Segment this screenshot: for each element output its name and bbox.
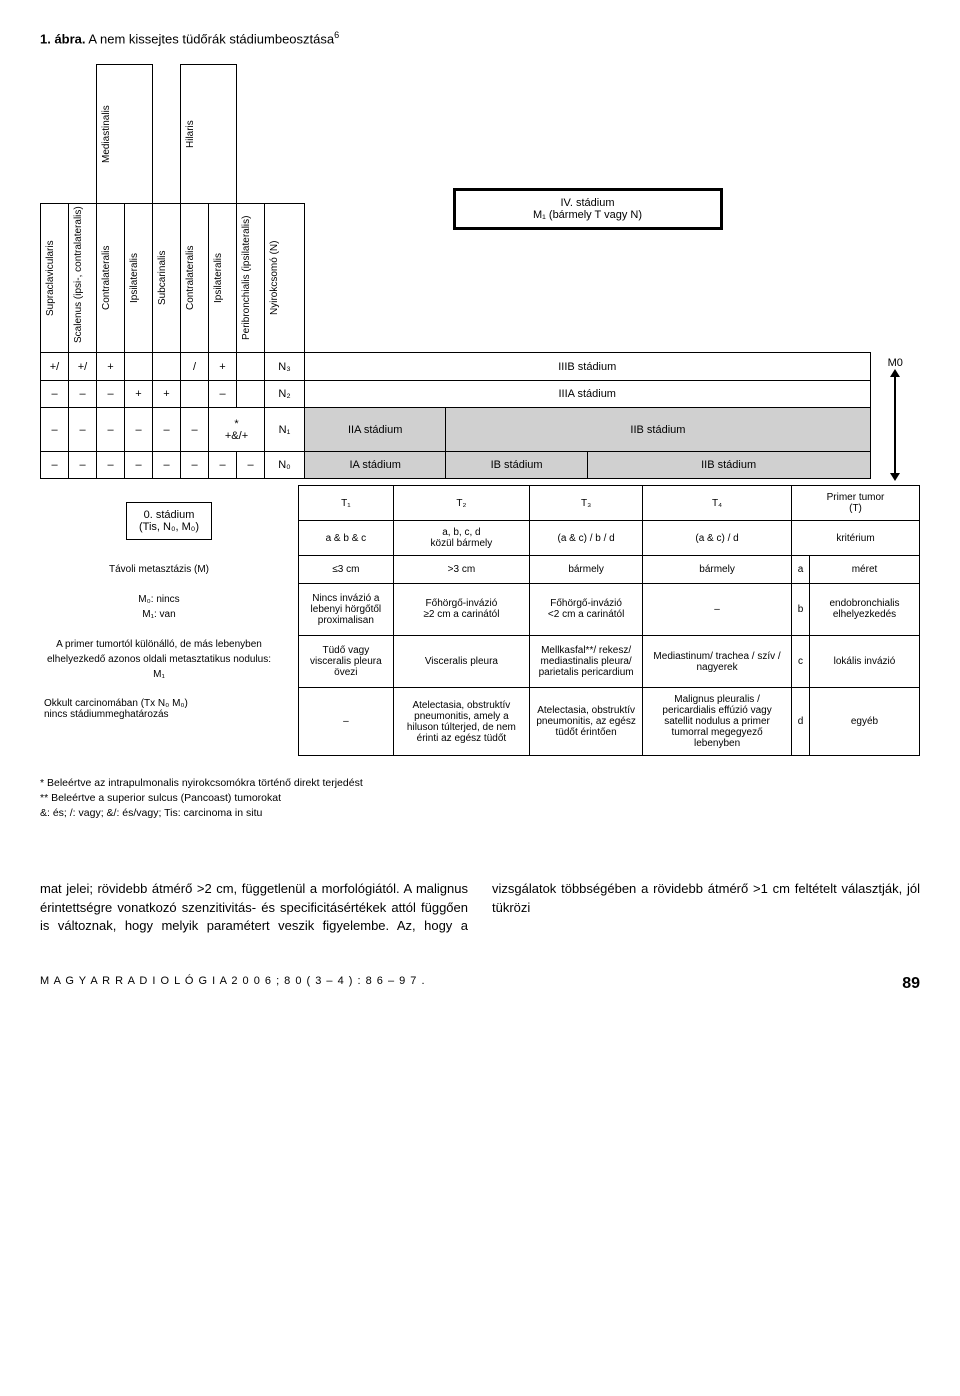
m0-label: M0 — [875, 357, 917, 369]
figure-label-bold: 1. ábra. — [40, 31, 86, 46]
hdr-6: Ipsilateralis — [213, 213, 237, 343]
n2-label: N₂ — [265, 380, 305, 408]
body-left: mat jelei; rövidebb átmérő >2 cm, függet… — [40, 881, 468, 914]
footnote-1: * Beleértve az intrapulmonalis nyirokcso… — [40, 776, 920, 791]
stage-iib-n1: IIB stádium — [446, 408, 870, 451]
stage-iiib: IIIB stádium — [305, 353, 871, 381]
group-header-row: Mediastinalis Hilaris IV. stádium M₁ (bá… — [41, 65, 921, 204]
group-mediastinalis: Mediastinalis — [101, 69, 125, 199]
hdr-4: Subcarinalis — [157, 213, 181, 343]
stage-ib: IB stádium — [446, 451, 587, 479]
n1-label: N₁ — [265, 408, 305, 451]
figure-label-rest: A nem kissejtes tüdőrák stádiumbeosztása — [86, 31, 335, 46]
figure-title: 1. ábra. A nem kissejtes tüdőrák stádium… — [40, 30, 920, 46]
primer-tumor-label: Primer tumor (T) — [792, 486, 920, 521]
hdr-3: Ipsilateralis — [129, 213, 153, 343]
stage-ia: IA stádium — [305, 451, 446, 479]
staging-diagram: Mediastinalis Hilaris IV. stádium M₁ (bá… — [40, 64, 920, 756]
stage-iv-line2: M₁ (bármely T vagy N) — [468, 209, 708, 221]
figure-ref: 6 — [334, 30, 339, 40]
t2-hdr: T₂ — [393, 486, 529, 521]
stage-iib-n0: IIB stádium — [587, 451, 870, 479]
footer-left: M A G Y A R R A D I O L Ó G I A 2 0 0 6 … — [40, 975, 426, 993]
m0-arrow — [894, 375, 896, 475]
hdr-2: Contralateralis — [101, 213, 125, 343]
stage-iia: IIA stádium — [305, 408, 446, 451]
hdr-1: Scalenus (ipsi-, contralateralis) — [73, 213, 97, 343]
hdr-7: Peribronchialis (ipsilateralis) — [241, 213, 265, 343]
occult-note: Okkult carcinomában (Tx N₀ M₀) nincs stá… — [40, 688, 299, 756]
n3-label: N₃ — [265, 353, 305, 381]
row-n2: – – – + + – N₂ IIIA stádium — [41, 380, 921, 408]
hdr-8: Nyirokcsomó (N) — [269, 213, 293, 343]
t3-hdr: T₃ — [530, 486, 643, 521]
body-text: mat jelei; rövidebb átmérő >2 cm, függet… — [40, 880, 920, 935]
t-other-row: Okkult carcinomában (Tx N₀ M₀) nincs stá… — [40, 688, 920, 756]
hdr-0: Supraclavicularis — [45, 213, 69, 343]
footnotes: * Beleértve az intrapulmonalis nyirokcso… — [40, 776, 920, 820]
hdr-5: Contralateralis — [185, 213, 209, 343]
t-criteria-table: 0. stádium (Tis, N₀, M₀) T₁ T₂ T₃ T₄ Pri… — [40, 485, 920, 756]
t-header-row: 0. stádium (Tis, N₀, M₀) T₁ T₂ T₃ T₄ Pri… — [40, 486, 920, 521]
footnote-2: ** Beleértve a superior sulcus (Pancoast… — [40, 791, 920, 806]
t-size-row: Távoli metasztázis (M) M₀: nincs M₁: van… — [40, 556, 920, 583]
n0-label: N₀ — [265, 451, 305, 479]
n-staging-table: Mediastinalis Hilaris IV. stádium M₁ (bá… — [40, 64, 920, 479]
stage-iiia: IIIA stádium — [305, 380, 871, 408]
row-n0: – – – – – – – – N₀ IA stádium IB stádium… — [41, 451, 921, 479]
metastasis-box: Távoli metasztázis (M) M₀: nincs M₁: van… — [44, 562, 274, 682]
stage-0-box: 0. stádium (Tis, N₀, M₀) — [126, 502, 212, 540]
row-n1: – – – – – – * +&/+ N₁ IIA stádium IIB st… — [41, 408, 921, 451]
stage-iv-box: IV. stádium M₁ (bármely T vagy N) — [453, 188, 723, 230]
t4-hdr: T₄ — [643, 486, 792, 521]
page-footer: M A G Y A R R A D I O L Ó G I A 2 0 0 6 … — [40, 975, 920, 993]
page-number: 89 — [902, 975, 920, 993]
footnote-3: &: és; /: vagy; &/: és/vagy; Tis: carcin… — [40, 806, 920, 821]
t1-hdr: T₁ — [299, 486, 394, 521]
stage-iv-line1: IV. stádium — [468, 197, 708, 209]
row-n3: +/ +/ + / + N₃ IIIB stádium M0 — [41, 353, 921, 381]
group-hilaris: Hilaris — [185, 69, 209, 199]
